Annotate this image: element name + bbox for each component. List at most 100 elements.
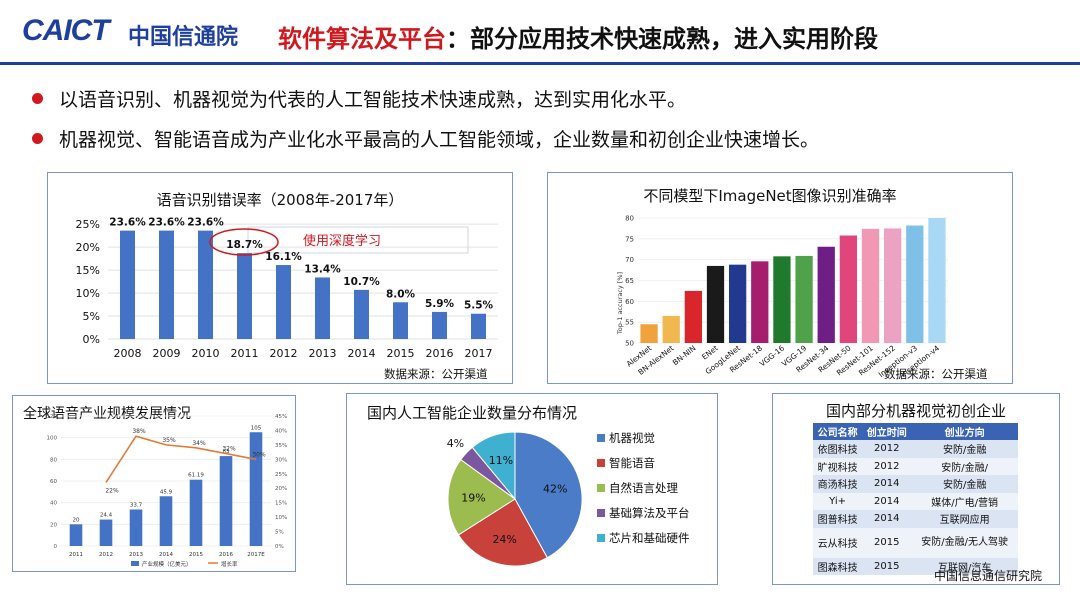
data-label: 23.6% bbox=[148, 217, 185, 229]
company-cell: 云从科技 bbox=[813, 527, 863, 558]
bullet-item: 以语音识别、机器视觉为代表的人工智能技术快速成熟，达到实用化水平。 bbox=[32, 85, 686, 112]
y2-tick-label: 30% bbox=[275, 457, 287, 463]
growth-label: 38% bbox=[132, 428, 146, 435]
speech-error-chart: 语音识别错误率（2008年-2017年） 使用深度学习 0% 5% 10% 15% 20… bbox=[76, 191, 498, 381]
bar bbox=[120, 230, 135, 339]
data-label: 45.9 bbox=[160, 489, 173, 495]
x-tick-label: 2011 bbox=[231, 347, 259, 360]
highlight-ellipse bbox=[209, 228, 279, 256]
x-tick-label: 2015 bbox=[189, 552, 203, 558]
company-cell: 旷视科技 bbox=[813, 457, 863, 475]
slide-title-prefix: 软件算法及平台 bbox=[278, 25, 446, 53]
growth-label: 35% bbox=[162, 437, 176, 444]
bar bbox=[773, 256, 791, 343]
x-tick-label: 2012 bbox=[99, 552, 113, 558]
company-cell: Yi+ bbox=[813, 492, 863, 510]
bar bbox=[861, 228, 880, 343]
y2-tick-label: 15% bbox=[275, 501, 287, 507]
vision-startup-panel: 国内部分机器视觉初创企业 公司名称 创立时间 创业方向 依图科技 2012 安防/金… bbox=[772, 393, 1060, 585]
legend: 产业规模（亿美元） 增长率 bbox=[131, 560, 238, 568]
x-tick-label: 2012 bbox=[270, 347, 298, 360]
bar bbox=[276, 265, 291, 339]
x-tick-label: 2014 bbox=[159, 552, 173, 558]
legend-label: 自然语言处理 bbox=[609, 481, 678, 495]
bars: 20 2011 24.4 2012 33.7 2013 45.9 2014 61.19 2015 8… bbox=[69, 425, 265, 558]
growth-line-path bbox=[105, 435, 257, 483]
table-row: 图普科技 2014 互联网应用 bbox=[813, 510, 1018, 528]
ai-company-pie-chart: 国内人工智能企业数量分布情况 42% 24% 19% 4% 11% 机器视觉智能语音自然… bbox=[367, 404, 690, 567]
x-tick-label: 2008 bbox=[114, 347, 142, 360]
bar bbox=[393, 302, 408, 339]
table-title: 国内部分机器视觉初创企业 bbox=[825, 402, 1006, 420]
imagenet-chart-panel: 不同模型下ImageNet图像识别准确率 Top-1 accuracy [%] … bbox=[547, 172, 1013, 384]
y-axis-label: Top-1 accuracy [%] bbox=[616, 272, 624, 335]
data-label: 13.4% bbox=[304, 263, 341, 275]
bar bbox=[354, 289, 369, 339]
y-tick-label: 40 bbox=[50, 501, 57, 507]
growth-label: 34% bbox=[192, 440, 206, 447]
data-label: 23.6% bbox=[109, 217, 146, 229]
y-tick-label: 50 bbox=[625, 340, 634, 348]
table-row: 商汤科技 2014 安防/金融 bbox=[813, 475, 1018, 493]
chart-title: 国内人工智能企业数量分布情况 bbox=[367, 404, 577, 422]
speech-industry-chart-panel: 全球语音产业规模发展情况 0 20 40 60 80 100 120 0% 5% 10% 15% 20… bbox=[12, 395, 296, 572]
y2-tick-label: 0% bbox=[275, 544, 284, 550]
year-cell: 2012 bbox=[862, 457, 912, 475]
slice-label: 24% bbox=[492, 533, 516, 546]
data-label: 8.0% bbox=[386, 288, 416, 300]
growth-label: 22% bbox=[105, 487, 119, 494]
bar bbox=[189, 479, 203, 546]
chart-title: 语音识别错误率（2008年-2017年） bbox=[157, 191, 404, 209]
year-cell: 2014 bbox=[862, 510, 912, 528]
annotation-box bbox=[247, 226, 469, 254]
slice-label: 4% bbox=[447, 437, 464, 450]
data-label: 5.5% bbox=[464, 300, 494, 312]
pie-slice bbox=[457, 498, 548, 567]
bar bbox=[928, 218, 946, 343]
y-tick-label: 60 bbox=[625, 298, 634, 306]
y2-tick-label: 25% bbox=[275, 472, 287, 478]
table-header-row: 公司名称 创立时间 创业方向 bbox=[813, 423, 1018, 440]
y-tick-label: 100 bbox=[47, 436, 58, 442]
header: CAICT 中国信通院 软件算法及平台：部分应用技术快速成熟，进入实用阶段 bbox=[0, 0, 1080, 70]
bar bbox=[684, 290, 702, 343]
ai-company-pie-panel: 国内人工智能企业数量分布情况 42% 24% 19% 4% 11% 机器视觉 智能语音 自然… bbox=[346, 393, 718, 585]
x-tick-label: 2013 bbox=[129, 552, 143, 558]
data-label: 20 bbox=[73, 517, 80, 523]
deep-learning-annotation: 使用深度学习 bbox=[303, 233, 381, 249]
company-cell: 图普科技 bbox=[813, 510, 863, 528]
year-cell: 2014 bbox=[862, 475, 912, 493]
y-tick-label: 75 bbox=[625, 235, 634, 243]
bullet-text: 机器视觉、智能语音成为产业化水平最高的人工智能领域，企业数量和初创企业快速增长。 bbox=[59, 129, 820, 151]
x-tick-label: 2017E bbox=[247, 552, 265, 558]
pie-slice bbox=[471, 431, 516, 501]
year-cell: 2012 bbox=[862, 440, 912, 458]
y2-tick-label: 35% bbox=[275, 443, 287, 449]
legend-label: 增长率 bbox=[221, 560, 238, 568]
data-label: 5.9% bbox=[425, 298, 455, 310]
data-label: 33.7 bbox=[130, 502, 143, 508]
legend-swatch bbox=[597, 509, 605, 517]
y-tick-label: 10% bbox=[76, 287, 100, 300]
bar bbox=[237, 253, 252, 339]
bars: 23.6% 2008 23.6% 2009 23.6% 2010 18.7% 2011 16.1… bbox=[109, 217, 493, 360]
data-label: 16.1% bbox=[265, 251, 302, 263]
footer-text: 中国信息通信研究院 bbox=[933, 569, 1042, 583]
y2-tick-label: 20% bbox=[275, 486, 287, 492]
slide-title: 软件算法及平台：部分应用技术快速成熟，进入实用阶段 bbox=[278, 19, 878, 54]
bar bbox=[129, 509, 143, 546]
growth-label: 32% bbox=[222, 446, 236, 453]
bar bbox=[662, 315, 680, 343]
bar bbox=[729, 264, 747, 343]
bar bbox=[751, 261, 769, 343]
table-row: Yi+ 2014 媒体/广电/营销 bbox=[813, 492, 1018, 510]
x-tick-label: 2014 bbox=[348, 347, 376, 360]
slice-label: 42% bbox=[543, 483, 567, 496]
data-label: 10.7% bbox=[343, 276, 380, 288]
company-cell: 图森科技 bbox=[813, 557, 863, 575]
y-tick-label: 65 bbox=[625, 277, 634, 285]
y-tick-label: 120 bbox=[47, 414, 58, 420]
bar bbox=[706, 265, 725, 343]
caict-logo-cn: 中国信通院 bbox=[128, 25, 239, 50]
